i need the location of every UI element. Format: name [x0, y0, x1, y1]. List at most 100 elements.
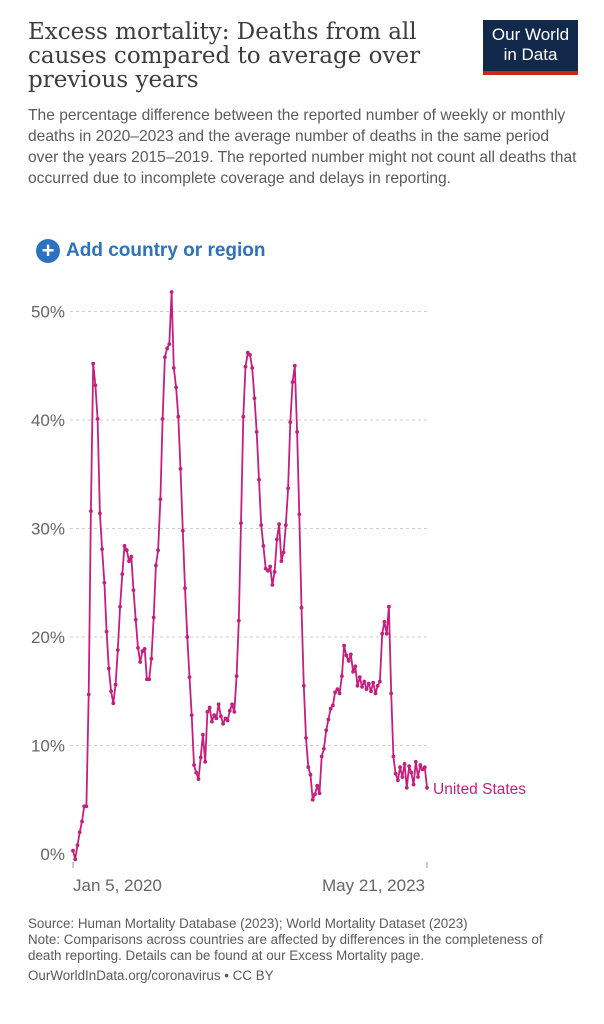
points-layer: [71, 290, 429, 862]
data-point: [100, 547, 104, 551]
data-point: [75, 843, 80, 848]
data-point: [198, 755, 203, 760]
data-point: [167, 342, 172, 346]
data-point: [131, 588, 136, 593]
data-point: [86, 692, 91, 697]
data-point: [290, 380, 295, 384]
data-point: [342, 643, 346, 648]
data-point: [402, 762, 407, 766]
data-point: [295, 430, 299, 434]
data-point: [411, 782, 416, 787]
chart-title: Excess mortality: Deaths from all causes…: [28, 19, 421, 93]
data-point: [275, 537, 279, 542]
data-point: [212, 713, 217, 717]
data-point: [286, 486, 290, 491]
data-point: [196, 777, 201, 781]
data-point: [169, 290, 174, 294]
data-point: [378, 679, 382, 684]
line-chart: 0% 10% 20% 30% 40% 50% Jan 5, 2020 May 21, 202…: [31, 290, 526, 895]
url-license-text[interactable]: OurWorldInData.org/coronavirus • CC BY: [28, 968, 274, 983]
data-point: [98, 511, 102, 516]
data-point: [111, 701, 116, 706]
data-point: [219, 714, 223, 719]
data-point: [250, 366, 255, 370]
chart-footer: Source: Human Mortality Database (2023);…: [28, 916, 578, 984]
data-point: [138, 660, 143, 664]
data-point: [304, 736, 308, 740]
data-point: [248, 353, 252, 357]
data-point: [230, 702, 235, 707]
data-point: [366, 681, 371, 686]
y-tick-label: 40%: [31, 411, 65, 430]
data-point: [310, 797, 315, 802]
data-point: [73, 857, 78, 862]
source-text: Source: Human Mortality Database (2023);…: [28, 916, 468, 931]
data-point: [239, 521, 243, 525]
logo-line-1: Our World: [491, 25, 570, 44]
add-country-button[interactable]: + Add country or region: [36, 238, 266, 264]
data-point: [315, 783, 320, 788]
data-point: [214, 716, 219, 721]
data-point: [115, 648, 120, 652]
data-point: [234, 674, 239, 678]
data-point: [425, 785, 429, 790]
data-point: [189, 713, 194, 717]
data-point: [396, 778, 400, 783]
data-point: [77, 830, 82, 835]
x-tick-label: Jan 5, 2020: [73, 876, 162, 895]
y-tick-label: 50%: [31, 303, 65, 322]
data-point: [308, 772, 313, 777]
data-point: [389, 691, 394, 696]
data-point: [120, 572, 125, 576]
data-point: [398, 765, 402, 770]
data-point: [147, 677, 152, 682]
data-point: [252, 396, 257, 401]
data-point: [118, 604, 122, 609]
data-point: [355, 683, 360, 688]
data-point: [281, 550, 286, 555]
add-country-label: Add country or region: [66, 240, 266, 261]
data-point: [333, 690, 337, 695]
data-point: [351, 669, 355, 674]
data-point: [364, 687, 369, 691]
data-point: [154, 563, 158, 568]
data-point: [416, 775, 420, 779]
data-point: [221, 721, 226, 726]
data-point: [89, 509, 93, 513]
data-point: [156, 548, 161, 553]
series-layer: [72, 291, 428, 861]
data-point: [360, 685, 364, 689]
x-tick-label: May 21, 2023: [322, 876, 425, 895]
data-point: [142, 647, 147, 651]
data-point: [266, 568, 270, 573]
data-point: [127, 559, 131, 563]
y-tick-label: 20%: [31, 628, 65, 647]
data-point: [232, 710, 237, 714]
data-point: [243, 364, 248, 369]
data-point: [270, 583, 275, 587]
data-point: [328, 706, 333, 711]
data-point: [187, 675, 192, 679]
y-tick-label: 0%: [40, 845, 65, 864]
data-point: [292, 363, 297, 368]
data-point: [216, 702, 221, 707]
data-point: [160, 417, 165, 421]
data-point: [194, 770, 199, 775]
data-point: [418, 763, 423, 767]
data-point: [306, 765, 311, 770]
data-point: [322, 746, 326, 751]
data-point: [326, 717, 331, 722]
data-point: [109, 689, 113, 694]
data-point: [227, 708, 232, 713]
data-point: [369, 689, 373, 694]
owid-logo[interactable]: Our World in Data: [483, 20, 578, 75]
data-point: [180, 528, 185, 533]
data-point: [283, 523, 288, 528]
data-point: [413, 759, 418, 764]
data-point: [272, 570, 277, 574]
chart-subtitle: The percentage difference between the re…: [28, 107, 577, 187]
data-point: [279, 559, 284, 563]
data-point: [91, 361, 96, 366]
data-point: [393, 771, 398, 776]
data-point: [241, 414, 246, 419]
